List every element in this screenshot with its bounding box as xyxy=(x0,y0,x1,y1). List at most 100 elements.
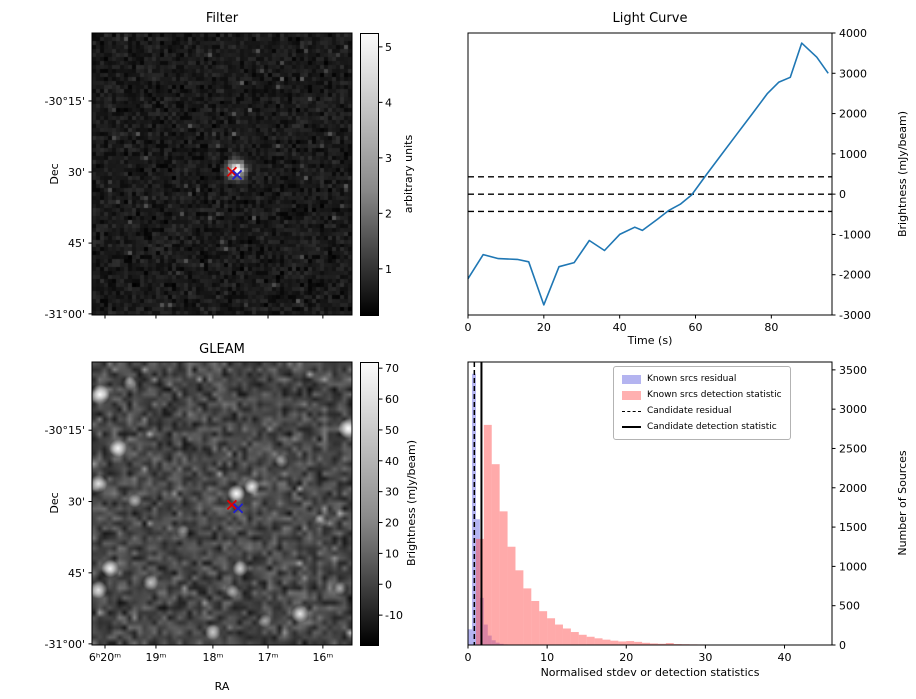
hist-bar xyxy=(642,642,650,645)
tick-label: 3 xyxy=(385,152,392,165)
hist-bar xyxy=(594,638,603,645)
histogram-plot-border xyxy=(467,361,833,646)
hist-bar xyxy=(499,511,508,645)
tick-label: 19ᵐ xyxy=(146,651,167,664)
hist-bar xyxy=(586,636,595,645)
tick-label: 0 xyxy=(465,321,472,334)
hist-bar xyxy=(634,641,643,645)
tick-label: 60 xyxy=(689,321,703,334)
tick-label: 0 xyxy=(385,578,392,591)
lightcurve-title: Light Curve xyxy=(613,11,688,26)
tick-label: -31°00' xyxy=(45,638,86,651)
hist-bar xyxy=(610,640,619,645)
tick-label: 20 xyxy=(619,651,633,664)
filter-title: Filter xyxy=(206,11,239,26)
tick-label: 2000 xyxy=(839,108,867,121)
legend-label: Candidate detection statistic xyxy=(647,422,777,432)
tick-label: -30°15' xyxy=(45,95,86,108)
tick-label: 30 xyxy=(698,651,712,664)
gleam-image xyxy=(92,362,352,645)
tick-label: 2000 xyxy=(839,482,867,495)
hist-bar xyxy=(626,641,635,645)
tick-label: 3000 xyxy=(839,67,867,80)
tick-label: -2000 xyxy=(839,269,871,282)
legend-item: Known srcs residual xyxy=(622,371,782,387)
hist-bar xyxy=(515,570,524,645)
tick-label: 0 xyxy=(839,639,846,652)
tick-label: 20 xyxy=(385,517,399,530)
gleam-colorbar xyxy=(360,362,379,646)
tick-label: 4 xyxy=(385,96,392,109)
hist-bar xyxy=(539,611,548,645)
hist-bar xyxy=(555,624,563,645)
tick-label: 2 xyxy=(385,207,392,220)
hist-bar xyxy=(468,629,472,645)
tick-label: -1000 xyxy=(839,228,871,241)
hist-bar xyxy=(562,628,571,645)
tick-label: 40 xyxy=(613,321,627,334)
filter-colorbar-label: arbitrary units xyxy=(402,135,415,214)
lightcurve-line xyxy=(467,42,829,306)
tick-label: 1000 xyxy=(839,148,867,161)
lightcurve-plot-border xyxy=(467,32,833,316)
x-marker xyxy=(226,166,238,177)
tick-label: 30' xyxy=(68,496,85,509)
x-marker xyxy=(231,169,243,180)
tick-label: 45' xyxy=(68,567,85,580)
tick-label: 40 xyxy=(385,455,399,468)
gleam-ylabel: Dec xyxy=(48,492,61,513)
tick-label: 70 xyxy=(385,362,399,375)
hist-bar xyxy=(618,641,627,645)
patch-swatch xyxy=(622,390,641,400)
histogram-xlabel: Normalised stdev or detection statistics xyxy=(541,666,760,679)
filter-colorbar xyxy=(360,33,379,316)
tick-label: 10 xyxy=(540,651,554,664)
hist-bar xyxy=(531,600,540,645)
tick-label: 1000 xyxy=(839,560,867,573)
histogram-legend: Known srcs residual Known srcs detection … xyxy=(613,366,791,440)
lightcurve-xlabel: Time (s) xyxy=(627,334,673,347)
lightcurve-ylabel: Brightness (mJy/beam) xyxy=(896,111,909,237)
legend-item: Candidate residual xyxy=(622,403,782,419)
tick-label: 30 xyxy=(385,486,399,499)
tick-label: 40 xyxy=(778,651,792,664)
hist-bar xyxy=(578,634,587,645)
histogram-ylabel: Number of Sources xyxy=(896,450,909,556)
hist-bar xyxy=(523,588,532,645)
x-marker xyxy=(232,503,244,514)
tick-label: -10 xyxy=(385,609,403,622)
tick-label: 0 xyxy=(839,188,846,201)
hist-bar xyxy=(657,643,666,645)
filter-ylabel: Dec xyxy=(48,163,61,184)
hist-bar xyxy=(547,618,556,645)
tick-label: 16ᵐ xyxy=(312,651,333,664)
legend-label: Known srcs residual xyxy=(647,374,737,384)
tick-label: 45' xyxy=(68,237,85,250)
filter-image xyxy=(92,33,352,315)
tick-label: 0 xyxy=(465,651,472,664)
legend-item: Known srcs detection statistic xyxy=(622,387,782,403)
legend-label: Known srcs detection statistic xyxy=(647,390,782,400)
solid-swatch xyxy=(622,426,641,428)
tick-label: 20 xyxy=(537,321,551,334)
patch-swatch xyxy=(622,374,641,384)
gleam-title: GLEAM xyxy=(199,342,245,357)
hist-bar xyxy=(475,538,484,645)
gleam-colorbar-label: Brightness (mJy/beam) xyxy=(405,440,418,566)
hist-bar xyxy=(570,632,579,645)
tick-label: -30°15' xyxy=(45,424,86,437)
x-marker xyxy=(226,499,238,511)
tick-label: 5 xyxy=(385,41,392,54)
tick-label: 1 xyxy=(385,263,392,276)
tick-label: 500 xyxy=(839,600,860,613)
hist-bar xyxy=(483,424,492,645)
tick-label: 1500 xyxy=(839,521,867,534)
legend-item: Candidate detection statistic xyxy=(622,419,782,435)
tick-label: 60 xyxy=(385,393,399,406)
tick-label: -3000 xyxy=(839,309,871,322)
filter-plot-border xyxy=(91,32,353,316)
tick-label: 30' xyxy=(68,166,85,179)
tick-label: 3000 xyxy=(839,403,867,416)
